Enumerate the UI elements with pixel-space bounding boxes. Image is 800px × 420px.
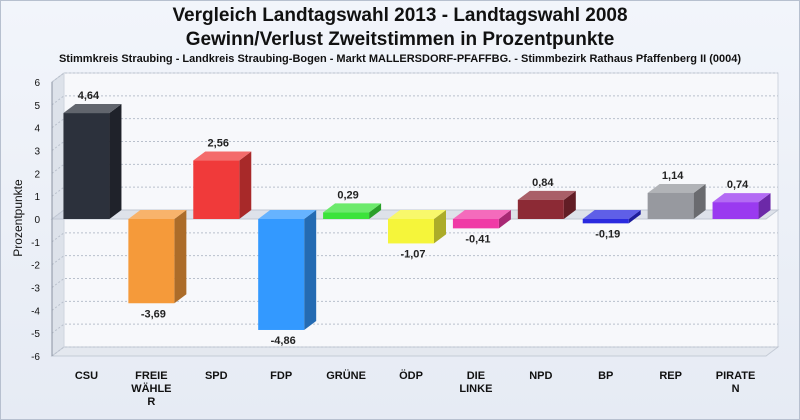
plot-floor: [50, 346, 780, 357]
y-tick-label: -3: [31, 284, 40, 295]
bar-top: [647, 183, 706, 193]
bar-top: [323, 203, 382, 213]
x-tick-label: FREIE WÄHLE R: [131, 370, 171, 408]
gridline: [51, 118, 778, 129]
data-label: 0,74: [727, 179, 749, 191]
bar-side: [174, 210, 187, 304]
y-tick-label: 2: [34, 169, 40, 180]
gridline: [51, 346, 778, 357]
x-tick-label: DIE LINKE: [459, 370, 492, 395]
bar: [128, 219, 175, 304]
chart-title-line-2: Gewinn/Verlust Zweitstimmen in Prozentpu…: [185, 29, 615, 50]
x-tick-label: ÖDP: [399, 369, 423, 382]
data-label: -0,19: [595, 228, 620, 240]
y-tick-label: -2: [31, 261, 40, 272]
gridline: [51, 95, 778, 106]
y-tick-label: -4: [31, 306, 40, 317]
x-tick-label: PIRATE N: [716, 370, 756, 395]
data-label: -4,86: [271, 335, 296, 347]
bar-top: [712, 193, 771, 203]
bar-top: [63, 104, 122, 114]
bar-side: [563, 190, 576, 219]
bar: [323, 212, 370, 219]
data-label: 4,64: [78, 90, 100, 102]
bar-side: [434, 210, 446, 244]
bar-side: [758, 193, 771, 219]
data-label: 1,14: [662, 170, 684, 182]
y-tick-label: 3: [34, 147, 40, 158]
bar-top: [517, 190, 576, 200]
x-tick-label: REP: [659, 370, 682, 382]
gridline: [51, 72, 778, 83]
x-tick-label: SPD: [205, 370, 228, 382]
y-tick-label: 5: [34, 101, 40, 112]
data-label: -1,07: [400, 248, 425, 260]
y-tick-label: 4: [34, 124, 40, 135]
gridline: [51, 141, 778, 151]
bar-top: [128, 210, 187, 219]
data-label: -0,41: [465, 233, 490, 245]
data-label: 2,56: [208, 138, 229, 150]
gridline: [51, 323, 778, 334]
y-tick-label: 6: [34, 78, 40, 89]
bar: [712, 202, 759, 219]
bar: [258, 219, 305, 330]
gridline: [51, 163, 778, 174]
gridline: [51, 278, 778, 288]
y-tick-label: 0: [34, 215, 40, 226]
x-tick-label: NPD: [529, 370, 552, 382]
bar: [388, 219, 434, 244]
bar-side: [304, 210, 317, 330]
bar-side: [239, 151, 252, 219]
bar: [517, 199, 564, 219]
gridline: [51, 300, 778, 311]
bar-side: [369, 203, 382, 219]
x-tick-label: CSU: [75, 370, 98, 382]
bar-top: [258, 210, 317, 219]
bar: [647, 192, 694, 219]
bar: [193, 160, 240, 219]
y-tick-label: -1: [31, 238, 40, 249]
bar-side: [498, 210, 511, 229]
bar: [582, 219, 629, 224]
x-tick-label: BP: [598, 370, 613, 382]
x-tick-label: GRÜNE: [326, 369, 366, 382]
chart-subtitle: Stimmkreis Straubing - Landkreis Straubi…: [58, 53, 742, 65]
y-tick-label: -6: [31, 352, 40, 363]
data-label: 0,29: [337, 189, 358, 201]
gridline: [51, 186, 778, 197]
bar: [63, 113, 110, 219]
bar-side: [109, 104, 122, 219]
gridline: [51, 232, 778, 243]
bar-top: [193, 151, 252, 161]
data-label: -3,69: [141, 308, 166, 320]
data-label: 0,84: [532, 177, 554, 189]
gridline: [51, 255, 778, 266]
bar-top: [582, 210, 641, 219]
y-tick-label: 1: [34, 192, 40, 203]
bar-side: [628, 210, 641, 224]
x-tick-label: FDP: [270, 370, 292, 382]
chart-title: Vergleich Landtagswahl 2013 - Landtagswa…: [172, 5, 628, 26]
bar: [452, 219, 499, 229]
bar-top: [452, 210, 511, 219]
bar-top: [388, 210, 446, 219]
bar-side: [693, 183, 706, 219]
y-tick-label: -5: [31, 329, 40, 340]
